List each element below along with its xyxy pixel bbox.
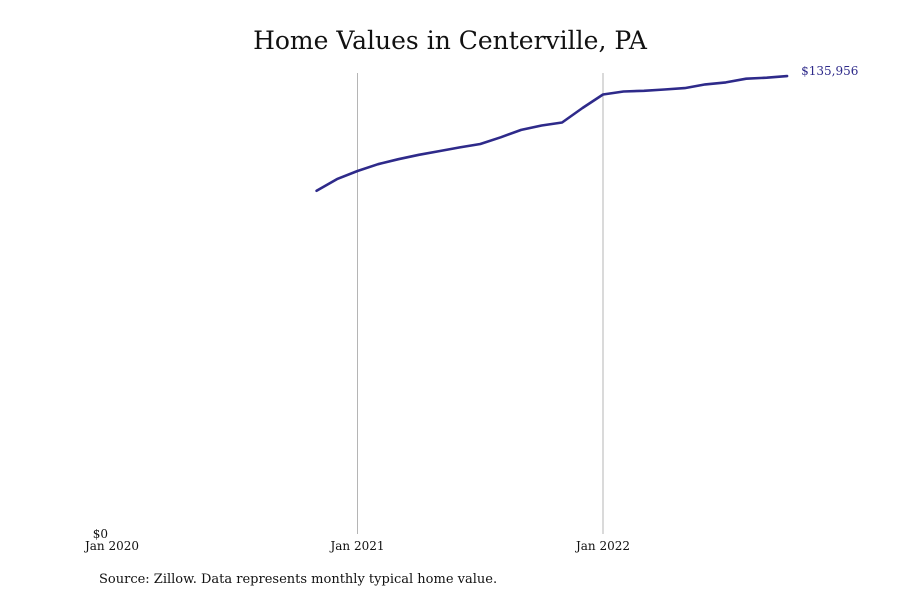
gridlines: [357, 73, 604, 534]
data-labels: $135,956: [801, 64, 858, 78]
x-tick-label: Jan 2022: [574, 539, 630, 553]
source-note: Source: Zillow. Data represents monthly …: [99, 572, 498, 587]
x-tick-label: Jan 2020: [83, 539, 139, 553]
series-line-0: [315, 74, 789, 193]
series-lines: [315, 74, 789, 193]
chart-title: Home Values in Centerville, PA: [253, 26, 647, 55]
axis-ticks: Jan 2020 Jan 2021 Jan 2022 $0: [83, 527, 630, 553]
end-value-label: $135,956: [801, 64, 858, 78]
x-tick-label: Jan 2021: [328, 539, 384, 553]
y-tick-label: $0: [93, 527, 108, 541]
